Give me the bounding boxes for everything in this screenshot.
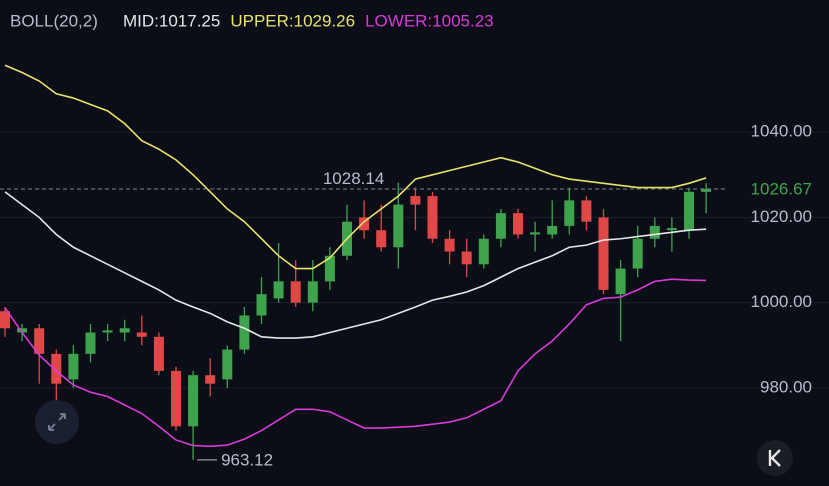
candle-body	[444, 238, 455, 252]
candle-body	[153, 336, 164, 371]
candle-body	[615, 268, 626, 295]
expand-circle[interactable]	[35, 400, 79, 444]
candle-body	[119, 328, 130, 333]
indicator-label: BOLL(20,2)	[10, 11, 98, 30]
y-tick-label: 1040.00	[751, 122, 812, 141]
candle-body	[478, 238, 489, 265]
candle-body	[513, 213, 523, 235]
candle-body	[222, 349, 233, 380]
y-tick-label: 1000.00	[751, 292, 812, 311]
candle-body	[666, 228, 677, 231]
candle-body	[136, 332, 147, 337]
candle-body	[495, 213, 506, 239]
candle-body	[205, 375, 216, 384]
candle-body	[171, 370, 181, 427]
candle-body	[324, 255, 335, 282]
candle-body	[564, 200, 575, 226]
candle-body	[427, 196, 438, 239]
candle-body	[581, 200, 592, 222]
min-label: 963.12	[221, 450, 273, 469]
max-label: 1028.14	[323, 169, 384, 188]
candle-body	[632, 238, 643, 269]
candle-body	[530, 232, 541, 235]
candle-body	[547, 225, 558, 235]
collapse-button[interactable]	[757, 440, 793, 476]
candle-body	[34, 328, 45, 354]
legend-entry: UPPER:1029.26	[230, 11, 355, 30]
last-price-label: 1026.67	[751, 179, 812, 198]
y-tick-label: 980.00	[760, 377, 812, 396]
last-price-bg	[728, 175, 829, 202]
candle-body	[684, 191, 694, 231]
candle-body	[273, 281, 284, 299]
expand-button[interactable]	[35, 400, 79, 444]
candle-body	[461, 251, 472, 265]
candle-body	[701, 188, 712, 192]
candle-body	[410, 196, 421, 205]
candle-body	[102, 330, 113, 333]
legend-entry: LOWER:1005.23	[365, 11, 494, 30]
candle-body	[598, 217, 609, 290]
candle-body	[239, 315, 250, 350]
candle-body	[359, 217, 370, 231]
k-icon[interactable]	[768, 449, 781, 467]
k-circle[interactable]	[757, 440, 793, 476]
candle-body	[256, 294, 267, 316]
band-line	[4, 64, 707, 270]
expand-icon[interactable]	[48, 413, 66, 431]
candle-body	[188, 375, 199, 427]
candle-body	[0, 311, 10, 329]
candle-body	[307, 281, 318, 303]
marks: 1026.67 1028.14 963.12	[0, 64, 829, 469]
candle-body	[17, 328, 28, 333]
legend-entry: MID:1017.25	[123, 11, 220, 30]
legend: BOLL(20,2) MID:1017.25 UPPER:1029.26 LOWER…	[10, 11, 494, 30]
candle-body	[290, 281, 301, 303]
y-tick-label: 1020.00	[751, 207, 812, 226]
candle-body	[376, 230, 387, 248]
candle-body	[68, 353, 79, 380]
candle-body	[393, 204, 404, 248]
band-line	[4, 191, 707, 339]
candle-body	[85, 332, 96, 354]
candle-body	[649, 225, 660, 239]
candle-body	[51, 353, 62, 384]
band-line	[4, 278, 707, 448]
